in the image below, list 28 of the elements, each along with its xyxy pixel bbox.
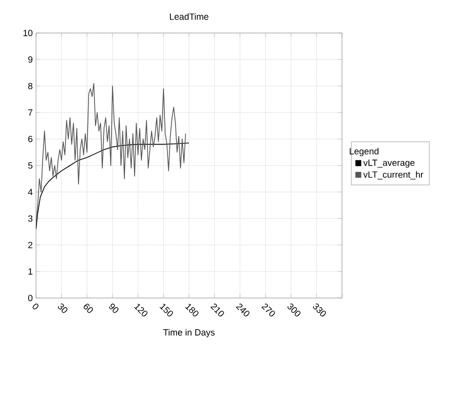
y-tick-label: 10	[24, 30, 32, 36]
y-tick-label: 6	[28, 136, 32, 142]
y-tick-label: 5	[28, 162, 32, 169]
y-tick-label: 1	[28, 268, 32, 275]
x-tick-label: 330	[313, 304, 326, 316]
x-tick-label: 210	[210, 304, 224, 316]
legend-label: vLT_average	[363, 160, 415, 168]
x-tick-label: 180	[185, 304, 198, 316]
x-tick-label: 60	[84, 304, 93, 313]
y-tick-label: 8	[28, 82, 32, 90]
legend-label: vLT_current_hr	[363, 171, 424, 180]
y-tick-label: 9	[28, 56, 32, 63]
chart-title: LeadTime	[170, 13, 208, 20]
y-tick-label: 4	[28, 188, 33, 196]
y-tick-label: 3	[28, 215, 32, 222]
y-tick-label: 2	[28, 242, 32, 248]
x-tick-label: 120	[134, 304, 148, 316]
x-tick-label: 30	[58, 304, 68, 313]
x-tick-label: 0	[32, 304, 38, 310]
x-tick-label: 90	[109, 304, 118, 313]
x-tick-label: 150	[160, 304, 173, 316]
x-tick-label: 270	[261, 304, 275, 316]
y-tick-label: 7	[28, 109, 32, 116]
x-tick-label: 300	[288, 304, 300, 316]
y-tick-label: 0	[28, 294, 32, 302]
legend-title: Legend	[350, 148, 378, 156]
x-tick-label: 240	[236, 304, 250, 316]
x-axis-title: Time in Days	[163, 328, 215, 338]
